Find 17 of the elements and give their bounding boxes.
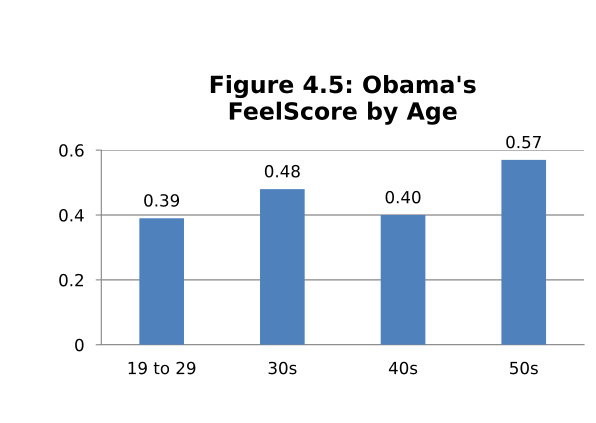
x-tick-label: 50s bbox=[510, 362, 538, 374]
y-tick-label: 0.2 bbox=[59, 274, 83, 286]
data-label: 0.39 bbox=[144, 194, 180, 207]
bar bbox=[260, 189, 305, 345]
data-label: 0.48 bbox=[264, 164, 300, 178]
bar bbox=[380, 215, 426, 345]
data-label: 0.57 bbox=[506, 136, 541, 148]
y-tick-label: 0.6 bbox=[59, 144, 84, 157]
chart-title: Figure 4.5: Obama's FeelScore by Age bbox=[210, 75, 476, 125]
x-tick-label: 40s bbox=[388, 362, 418, 374]
bar bbox=[139, 218, 184, 345]
bar bbox=[501, 160, 546, 345]
x-tick-label: 30s bbox=[268, 362, 296, 374]
y-tick-label: 0 bbox=[75, 338, 84, 352]
data-label: 0.40 bbox=[386, 190, 420, 204]
x-tick-label: 19 to 29 bbox=[128, 362, 196, 374]
y-tick-label: 0.4 bbox=[59, 208, 84, 222]
